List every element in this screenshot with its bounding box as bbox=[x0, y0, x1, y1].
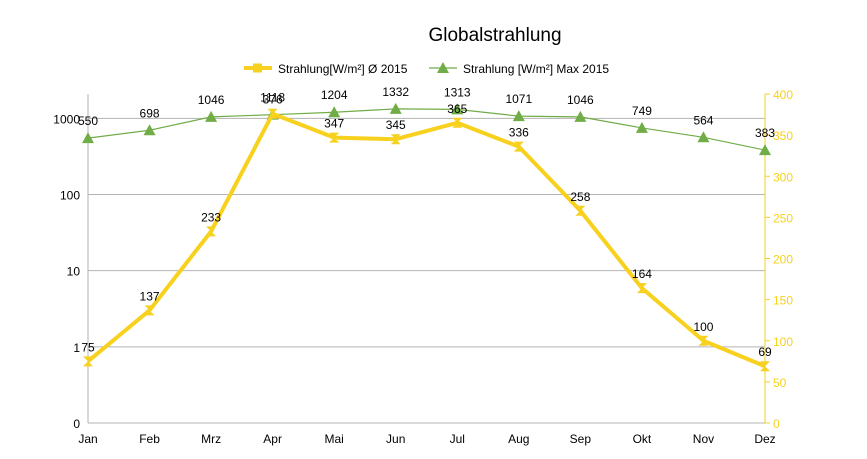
marker-max bbox=[512, 110, 525, 122]
left-tick-label: 1000 bbox=[53, 112, 80, 126]
x-tick-label: Mrz bbox=[201, 432, 221, 446]
x-tick-label: Apr bbox=[263, 432, 282, 446]
x-tick-label: Okt bbox=[633, 432, 652, 446]
marker-max bbox=[697, 131, 710, 143]
right-tick-label: 150 bbox=[773, 294, 793, 308]
data-labels-avg: 75 137 233 376 347 345 365 336 258 164 100 69 bbox=[81, 93, 772, 360]
x-tick-label: Jul bbox=[450, 432, 465, 446]
x-tick-label: Nov bbox=[693, 432, 714, 446]
x-tick-label: Jan bbox=[78, 432, 97, 446]
x-tick-label: Mai bbox=[325, 432, 344, 446]
right-tick-label: 300 bbox=[773, 170, 793, 184]
right-tick-label: 0 bbox=[773, 417, 780, 431]
data-label-avg: 347 bbox=[324, 117, 344, 131]
data-label-avg: 365 bbox=[447, 102, 467, 116]
series-avg bbox=[83, 108, 770, 372]
marker-avg bbox=[83, 356, 93, 367]
marker-avg bbox=[575, 205, 586, 216]
marker-max bbox=[82, 132, 94, 144]
marker-avg bbox=[144, 305, 155, 316]
series-line-avg bbox=[86, 111, 766, 369]
legend-label-avg: Strahlung[W/m²] Ø 2015 bbox=[278, 62, 408, 76]
right-tick-label: 250 bbox=[773, 211, 793, 225]
data-label-avg: 345 bbox=[386, 118, 406, 132]
marker-max bbox=[574, 110, 587, 122]
marker-max bbox=[205, 110, 218, 122]
right-tick-label: 50 bbox=[773, 376, 787, 390]
data-label-max: 749 bbox=[632, 104, 652, 118]
right-tick-label: 350 bbox=[773, 129, 793, 143]
left-tick-label: 1 bbox=[73, 341, 80, 355]
chart-title: Globalstrahlung bbox=[428, 25, 561, 46]
data-label-avg: 258 bbox=[570, 190, 590, 204]
marker-avg bbox=[452, 117, 463, 128]
right-axis-ticks: 0 50 100 150 200 250 300 350 400 bbox=[765, 88, 793, 431]
right-tick-label: 100 bbox=[773, 335, 793, 349]
data-label-max: 1118 bbox=[260, 91, 285, 105]
data-label-avg: 100 bbox=[693, 320, 713, 334]
marker-avg bbox=[636, 283, 647, 294]
data-labels-max: 550 698 1046 1118 1204 1332 1313 1071 1046 749 564… bbox=[78, 85, 775, 140]
legend-label-max: Strahlung [W/m²] Max 2015 bbox=[463, 62, 609, 76]
x-tick-label: Dez bbox=[754, 432, 775, 446]
data-label-max: 564 bbox=[693, 113, 713, 127]
marker-max bbox=[328, 106, 341, 118]
marker-max bbox=[143, 124, 156, 136]
legend-item-max: Strahlung [W/m²] Max 2015 bbox=[429, 62, 609, 76]
marker-avg bbox=[267, 108, 278, 119]
x-tick-label: Aug bbox=[508, 432, 529, 446]
marker-max bbox=[759, 144, 771, 156]
data-label-max: 698 bbox=[140, 106, 160, 120]
gridlines bbox=[88, 117, 765, 424]
marker-avg bbox=[513, 141, 524, 152]
marker-avg bbox=[698, 335, 709, 346]
data-label-avg: 336 bbox=[509, 126, 529, 140]
data-label-max: 1046 bbox=[198, 93, 225, 107]
series-max bbox=[82, 102, 771, 156]
data-label-avg: 75 bbox=[81, 340, 95, 354]
marker-avg bbox=[206, 226, 217, 237]
marker-max bbox=[389, 102, 402, 114]
x-tick-label: Jun bbox=[386, 432, 405, 446]
left-tick-label: 10 bbox=[67, 265, 81, 279]
data-label-avg: 164 bbox=[632, 267, 652, 281]
series-line-max bbox=[87, 108, 766, 151]
right-tick-label: 200 bbox=[773, 253, 793, 267]
legend: Strahlung[W/m²] Ø 2015 Strahlung [W/m²] … bbox=[244, 62, 609, 76]
data-label-max: 383 bbox=[755, 126, 775, 140]
marker-max bbox=[635, 121, 648, 133]
data-label-avg: 137 bbox=[140, 289, 160, 303]
data-label-avg: 376 bbox=[263, 93, 283, 107]
data-label-avg: 69 bbox=[758, 345, 772, 359]
legend-item-avg: Strahlung[W/m²] Ø 2015 bbox=[244, 62, 408, 76]
marker-max bbox=[451, 103, 464, 115]
data-label-max: 1071 bbox=[505, 92, 532, 106]
data-label-max: 1332 bbox=[382, 85, 409, 99]
right-tick-label: 400 bbox=[773, 88, 793, 102]
marker-avg bbox=[329, 132, 340, 143]
data-label-avg: 233 bbox=[201, 210, 221, 224]
data-label-max: 1313 bbox=[444, 85, 471, 99]
x-tick-label: Sep bbox=[570, 432, 592, 446]
left-tick-label: 100 bbox=[60, 189, 80, 203]
left-tick-label: 0 bbox=[73, 417, 80, 431]
data-label-max: 1046 bbox=[567, 93, 594, 107]
left-axis-ticks: 0 1 10 100 1000 bbox=[53, 112, 80, 431]
marker-avg bbox=[390, 134, 401, 145]
data-label-max: 1204 bbox=[321, 88, 348, 102]
marker-avg bbox=[760, 361, 770, 372]
data-label-max: 550 bbox=[78, 114, 98, 128]
x-tick-label: Feb bbox=[139, 432, 160, 446]
x-axis-ticks: Jan Feb Mrz Apr Mai Jun Jul Aug Sep Okt Nov Dez bbox=[78, 432, 775, 446]
